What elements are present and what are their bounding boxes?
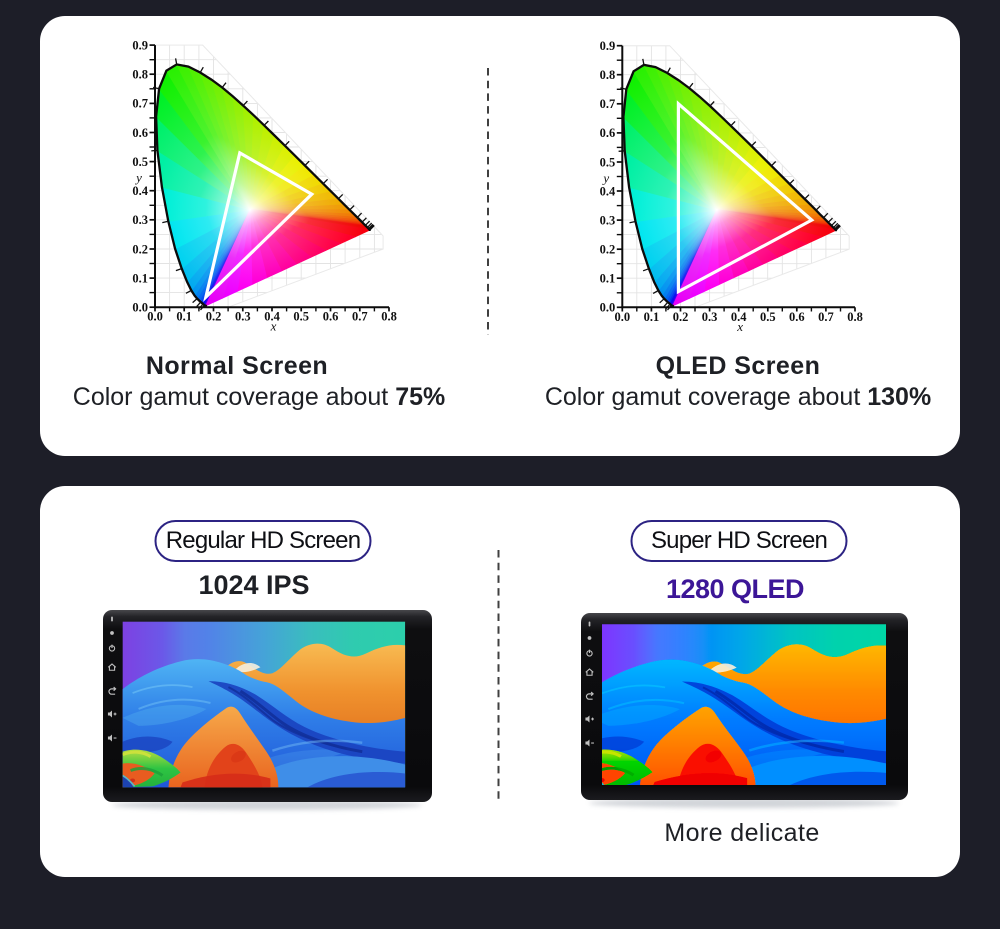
svg-text:0.0: 0.0 — [132, 301, 148, 315]
svg-text:0.1: 0.1 — [600, 272, 616, 286]
svg-text:0.7: 0.7 — [818, 310, 834, 324]
svg-text:x: x — [270, 319, 277, 334]
svg-text:0.2: 0.2 — [132, 242, 148, 256]
svg-text:0.0: 0.0 — [147, 310, 163, 324]
svg-text:0.3: 0.3 — [600, 213, 616, 227]
svg-text:0.0: 0.0 — [600, 301, 616, 315]
svg-text:0.1: 0.1 — [176, 310, 192, 324]
svg-text:0.6: 0.6 — [600, 126, 616, 140]
svg-text:0.4: 0.4 — [600, 184, 616, 198]
svg-text:0.3: 0.3 — [132, 213, 148, 227]
svg-text:0.1: 0.1 — [644, 310, 660, 324]
svg-text:0.8: 0.8 — [847, 310, 863, 324]
svg-text:0.4: 0.4 — [132, 184, 148, 198]
svg-text:0.4: 0.4 — [264, 310, 280, 324]
svg-text:0.9: 0.9 — [600, 39, 616, 53]
svg-text:0.8: 0.8 — [600, 68, 616, 82]
svg-text:0.6: 0.6 — [789, 310, 805, 324]
svg-text:0.1: 0.1 — [132, 271, 148, 285]
svg-text:0.7: 0.7 — [600, 97, 616, 111]
svg-text:0.6: 0.6 — [132, 126, 148, 140]
svg-text:0.0: 0.0 — [614, 310, 630, 324]
svg-text:y: y — [601, 170, 609, 185]
svg-text:0.8: 0.8 — [132, 68, 148, 82]
svg-text:0.3: 0.3 — [702, 310, 718, 324]
svg-text:0.2: 0.2 — [600, 243, 616, 257]
svg-text:0.4: 0.4 — [731, 310, 747, 324]
svg-text:0.7: 0.7 — [352, 310, 368, 324]
svg-text:0.7: 0.7 — [132, 97, 148, 111]
svg-text:0.5: 0.5 — [293, 310, 309, 324]
svg-text:0.9: 0.9 — [132, 38, 148, 52]
svg-text:0.6: 0.6 — [323, 310, 339, 324]
svg-text:0.5: 0.5 — [600, 155, 616, 169]
svg-text:0.5: 0.5 — [132, 155, 148, 169]
svg-text:0.5: 0.5 — [760, 310, 776, 324]
svg-text:0.2: 0.2 — [206, 310, 222, 324]
svg-text:0.3: 0.3 — [235, 310, 251, 324]
svg-text:0.2: 0.2 — [673, 310, 689, 324]
svg-text:0.8: 0.8 — [381, 310, 397, 324]
svg-text:x: x — [736, 319, 743, 334]
svg-text:y: y — [134, 170, 142, 185]
